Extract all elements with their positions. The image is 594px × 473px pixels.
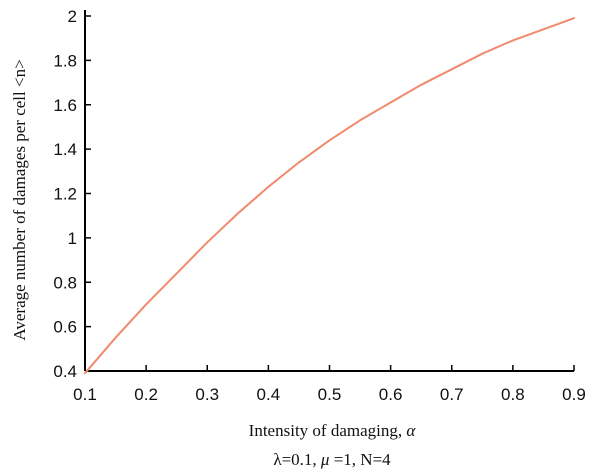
x-tick-label: 0.5 <box>318 385 342 404</box>
x-tick-label: 0.9 <box>562 385 586 404</box>
y-tick-label: 2 <box>68 7 77 26</box>
parameters-caption: λ=0.1, μ =1, N=4 <box>273 450 391 469</box>
y-tick-label: 0.8 <box>53 273 77 292</box>
x-tick-label: 0.3 <box>195 385 219 404</box>
y-axis: 0.4 0.6 0.8 1 1.2 1.4 1.6 1.8 2 <box>53 7 91 381</box>
y-tick-label: 0.6 <box>53 318 77 337</box>
y-tick-label: 1.6 <box>53 96 77 115</box>
y-axis-title: Average number of damages per cell <n> <box>10 59 29 340</box>
x-tick-label: 0.6 <box>379 385 403 404</box>
series-group <box>84 17 575 375</box>
y-tick-label: 1.4 <box>53 140 77 159</box>
parameters-suffix: =1, N=4 <box>334 450 391 469</box>
x-tick-label: 0.4 <box>257 385 281 404</box>
y-tick-label: 1.8 <box>53 51 77 70</box>
parameters-mu-symbol: μ <box>320 450 330 469</box>
x-tick-label: 0.1 <box>73 385 97 404</box>
x-axis-title: Intensity of damaging, α <box>249 421 417 440</box>
x-tick-label: 0.7 <box>440 385 464 404</box>
x-tick-label: 0.8 <box>501 385 525 404</box>
x-axis-title-symbol: α <box>406 421 416 440</box>
y-tick-label: 1.2 <box>53 185 77 204</box>
y-tick-label: 0.4 <box>53 362 77 381</box>
x-axis: 0.1 0.2 0.3 0.4 0.5 0.6 0.7 0.8 0.9 <box>73 365 586 404</box>
parameters-prefix: λ=0.1, <box>273 450 321 469</box>
x-axis-title-text: Intensity of damaging, <box>249 421 402 440</box>
series-line <box>84 17 575 375</box>
y-tick-label: 1 <box>68 229 77 248</box>
x-tick-label: 0.2 <box>134 385 158 404</box>
